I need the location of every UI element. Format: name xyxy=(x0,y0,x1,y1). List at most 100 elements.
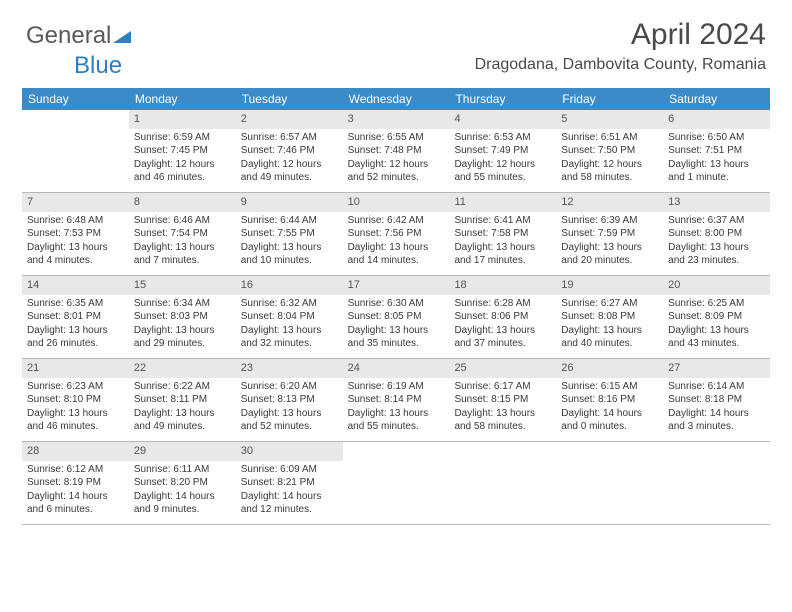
daylight-text: Daylight: 12 hours and 55 minutes. xyxy=(454,158,551,185)
day-header: Monday xyxy=(129,88,236,110)
day-header: Tuesday xyxy=(236,88,343,110)
day-body: Sunrise: 6:17 AMSunset: 8:15 PMDaylight:… xyxy=(449,378,556,438)
day-header: Sunday xyxy=(22,88,129,110)
day-cell: 30Sunrise: 6:09 AMSunset: 8:21 PMDayligh… xyxy=(236,442,343,524)
sunrise-text: Sunrise: 6:55 AM xyxy=(348,131,445,145)
sunset-text: Sunset: 8:06 PM xyxy=(454,310,551,324)
day-cell: 15Sunrise: 6:34 AMSunset: 8:03 PMDayligh… xyxy=(129,276,236,358)
day-cell: 20Sunrise: 6:25 AMSunset: 8:09 PMDayligh… xyxy=(663,276,770,358)
sunset-text: Sunset: 7:59 PM xyxy=(561,227,658,241)
sunrise-text: Sunrise: 6:50 AM xyxy=(668,131,765,145)
day-cell: 29Sunrise: 6:11 AMSunset: 8:20 PMDayligh… xyxy=(129,442,236,524)
sunrise-text: Sunrise: 6:25 AM xyxy=(668,297,765,311)
day-cell: 11Sunrise: 6:41 AMSunset: 7:58 PMDayligh… xyxy=(449,193,556,275)
day-cell xyxy=(449,442,556,524)
day-cell: 23Sunrise: 6:20 AMSunset: 8:13 PMDayligh… xyxy=(236,359,343,441)
day-number: 28 xyxy=(22,442,129,461)
sunset-text: Sunset: 8:04 PM xyxy=(241,310,338,324)
day-number: 19 xyxy=(556,276,663,295)
sunrise-text: Sunrise: 6:11 AM xyxy=(134,463,231,477)
day-number: 17 xyxy=(343,276,450,295)
daylight-text: Daylight: 13 hours and 26 minutes. xyxy=(27,324,124,351)
day-body: Sunrise: 6:44 AMSunset: 7:55 PMDaylight:… xyxy=(236,212,343,272)
logo-text-1: General xyxy=(26,22,111,49)
sunset-text: Sunset: 7:48 PM xyxy=(348,144,445,158)
day-cell: 7Sunrise: 6:48 AMSunset: 7:53 PMDaylight… xyxy=(22,193,129,275)
sunrise-text: Sunrise: 6:44 AM xyxy=(241,214,338,228)
day-body: Sunrise: 6:14 AMSunset: 8:18 PMDaylight:… xyxy=(663,378,770,438)
day-number: 21 xyxy=(22,359,129,378)
day-number: 5 xyxy=(556,110,663,129)
day-number: 7 xyxy=(22,193,129,212)
sunrise-text: Sunrise: 6:09 AM xyxy=(241,463,338,477)
sunset-text: Sunset: 7:45 PM xyxy=(134,144,231,158)
day-cell: 22Sunrise: 6:22 AMSunset: 8:11 PMDayligh… xyxy=(129,359,236,441)
day-body: Sunrise: 6:59 AMSunset: 7:45 PMDaylight:… xyxy=(129,129,236,189)
week-row: 21Sunrise: 6:23 AMSunset: 8:10 PMDayligh… xyxy=(22,359,770,442)
day-cell: 21Sunrise: 6:23 AMSunset: 8:10 PMDayligh… xyxy=(22,359,129,441)
day-cell: 4Sunrise: 6:53 AMSunset: 7:49 PMDaylight… xyxy=(449,110,556,192)
day-body: Sunrise: 6:15 AMSunset: 8:16 PMDaylight:… xyxy=(556,378,663,438)
daylight-text: Daylight: 14 hours and 12 minutes. xyxy=(241,490,338,517)
sunset-text: Sunset: 8:09 PM xyxy=(668,310,765,324)
daylight-text: Daylight: 14 hours and 6 minutes. xyxy=(27,490,124,517)
sunset-text: Sunset: 8:18 PM xyxy=(668,393,765,407)
day-body: Sunrise: 6:34 AMSunset: 8:03 PMDaylight:… xyxy=(129,295,236,355)
daylight-text: Daylight: 13 hours and 1 minute. xyxy=(668,158,765,185)
header: April 2024 Dragodana, Dambovita County, … xyxy=(475,18,766,74)
day-cell: 3Sunrise: 6:55 AMSunset: 7:48 PMDaylight… xyxy=(343,110,450,192)
sunset-text: Sunset: 8:05 PM xyxy=(348,310,445,324)
daylight-text: Daylight: 13 hours and 29 minutes. xyxy=(134,324,231,351)
sunrise-text: Sunrise: 6:12 AM xyxy=(27,463,124,477)
day-number: 24 xyxy=(343,359,450,378)
sunrise-text: Sunrise: 6:19 AM xyxy=(348,380,445,394)
daylight-text: Daylight: 13 hours and 23 minutes. xyxy=(668,241,765,268)
day-body: Sunrise: 6:25 AMSunset: 8:09 PMDaylight:… xyxy=(663,295,770,355)
day-body: Sunrise: 6:37 AMSunset: 8:00 PMDaylight:… xyxy=(663,212,770,272)
daylight-text: Daylight: 13 hours and 32 minutes. xyxy=(241,324,338,351)
daylight-text: Daylight: 12 hours and 58 minutes. xyxy=(561,158,658,185)
sunrise-text: Sunrise: 6:22 AM xyxy=(134,380,231,394)
day-number: 8 xyxy=(129,193,236,212)
week-row: 1Sunrise: 6:59 AMSunset: 7:45 PMDaylight… xyxy=(22,110,770,193)
day-cell: 16Sunrise: 6:32 AMSunset: 8:04 PMDayligh… xyxy=(236,276,343,358)
sunset-text: Sunset: 8:10 PM xyxy=(27,393,124,407)
day-body: Sunrise: 6:27 AMSunset: 8:08 PMDaylight:… xyxy=(556,295,663,355)
sunrise-text: Sunrise: 6:53 AM xyxy=(454,131,551,145)
day-number: 20 xyxy=(663,276,770,295)
day-cell xyxy=(22,110,129,192)
sunrise-text: Sunrise: 6:32 AM xyxy=(241,297,338,311)
day-number: 18 xyxy=(449,276,556,295)
daylight-text: Daylight: 13 hours and 14 minutes. xyxy=(348,241,445,268)
sunrise-text: Sunrise: 6:51 AM xyxy=(561,131,658,145)
daylight-text: Daylight: 13 hours and 4 minutes. xyxy=(27,241,124,268)
daylight-text: Daylight: 14 hours and 3 minutes. xyxy=(668,407,765,434)
day-cell: 9Sunrise: 6:44 AMSunset: 7:55 PMDaylight… xyxy=(236,193,343,275)
daylight-text: Daylight: 12 hours and 49 minutes. xyxy=(241,158,338,185)
sunset-text: Sunset: 8:16 PM xyxy=(561,393,658,407)
sunset-text: Sunset: 7:56 PM xyxy=(348,227,445,241)
day-body: Sunrise: 6:28 AMSunset: 8:06 PMDaylight:… xyxy=(449,295,556,355)
daylight-text: Daylight: 14 hours and 0 minutes. xyxy=(561,407,658,434)
daylight-text: Daylight: 13 hours and 7 minutes. xyxy=(134,241,231,268)
daylight-text: Daylight: 12 hours and 46 minutes. xyxy=(134,158,231,185)
daylight-text: Daylight: 13 hours and 52 minutes. xyxy=(241,407,338,434)
sunrise-text: Sunrise: 6:59 AM xyxy=(134,131,231,145)
sunset-text: Sunset: 7:49 PM xyxy=(454,144,551,158)
daylight-text: Daylight: 13 hours and 35 minutes. xyxy=(348,324,445,351)
day-body: Sunrise: 6:50 AMSunset: 7:51 PMDaylight:… xyxy=(663,129,770,189)
day-cell: 12Sunrise: 6:39 AMSunset: 7:59 PMDayligh… xyxy=(556,193,663,275)
day-body: Sunrise: 6:53 AMSunset: 7:49 PMDaylight:… xyxy=(449,129,556,189)
sunrise-text: Sunrise: 6:46 AM xyxy=(134,214,231,228)
sunrise-text: Sunrise: 6:42 AM xyxy=(348,214,445,228)
sunset-text: Sunset: 8:15 PM xyxy=(454,393,551,407)
day-number: 11 xyxy=(449,193,556,212)
day-number: 10 xyxy=(343,193,450,212)
sunset-text: Sunset: 7:46 PM xyxy=(241,144,338,158)
day-cell: 14Sunrise: 6:35 AMSunset: 8:01 PMDayligh… xyxy=(22,276,129,358)
sunset-text: Sunset: 8:21 PM xyxy=(241,476,338,490)
day-number: 25 xyxy=(449,359,556,378)
sunset-text: Sunset: 7:51 PM xyxy=(668,144,765,158)
day-number: 15 xyxy=(129,276,236,295)
daylight-text: Daylight: 13 hours and 46 minutes. xyxy=(27,407,124,434)
